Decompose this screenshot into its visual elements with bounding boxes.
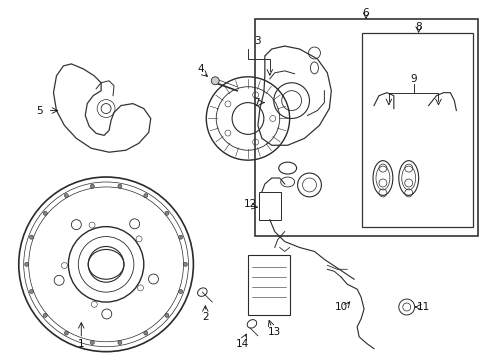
Text: 8: 8	[416, 22, 422, 32]
Text: 11: 11	[417, 302, 430, 312]
Bar	[259, 192, 281, 220]
Text: 13: 13	[268, 327, 281, 337]
Circle shape	[43, 211, 47, 215]
Bar	[362, 33, 473, 227]
Circle shape	[64, 331, 69, 335]
Bar	[248, 255, 290, 315]
Text: 14: 14	[235, 339, 248, 349]
Circle shape	[90, 341, 94, 345]
Circle shape	[165, 211, 169, 215]
Circle shape	[165, 314, 169, 318]
Circle shape	[29, 289, 33, 293]
Text: 9: 9	[411, 74, 417, 84]
Circle shape	[29, 235, 33, 239]
Text: 7: 7	[254, 98, 260, 108]
Circle shape	[211, 77, 219, 85]
Circle shape	[144, 331, 148, 335]
Circle shape	[90, 184, 94, 188]
Circle shape	[179, 289, 183, 293]
Text: 6: 6	[363, 8, 369, 18]
Circle shape	[118, 184, 122, 188]
Circle shape	[24, 262, 29, 266]
Text: 5: 5	[36, 105, 43, 116]
Text: 2: 2	[202, 312, 209, 322]
Circle shape	[43, 314, 47, 318]
Text: 4: 4	[197, 64, 204, 74]
Text: 1: 1	[78, 339, 85, 349]
Bar	[255, 19, 478, 235]
Text: 12: 12	[244, 199, 257, 209]
Text: 10: 10	[335, 302, 348, 312]
Circle shape	[118, 341, 122, 345]
Circle shape	[144, 194, 148, 198]
Circle shape	[64, 194, 69, 198]
Circle shape	[183, 262, 188, 266]
Circle shape	[179, 235, 183, 239]
Text: 3: 3	[255, 36, 261, 46]
